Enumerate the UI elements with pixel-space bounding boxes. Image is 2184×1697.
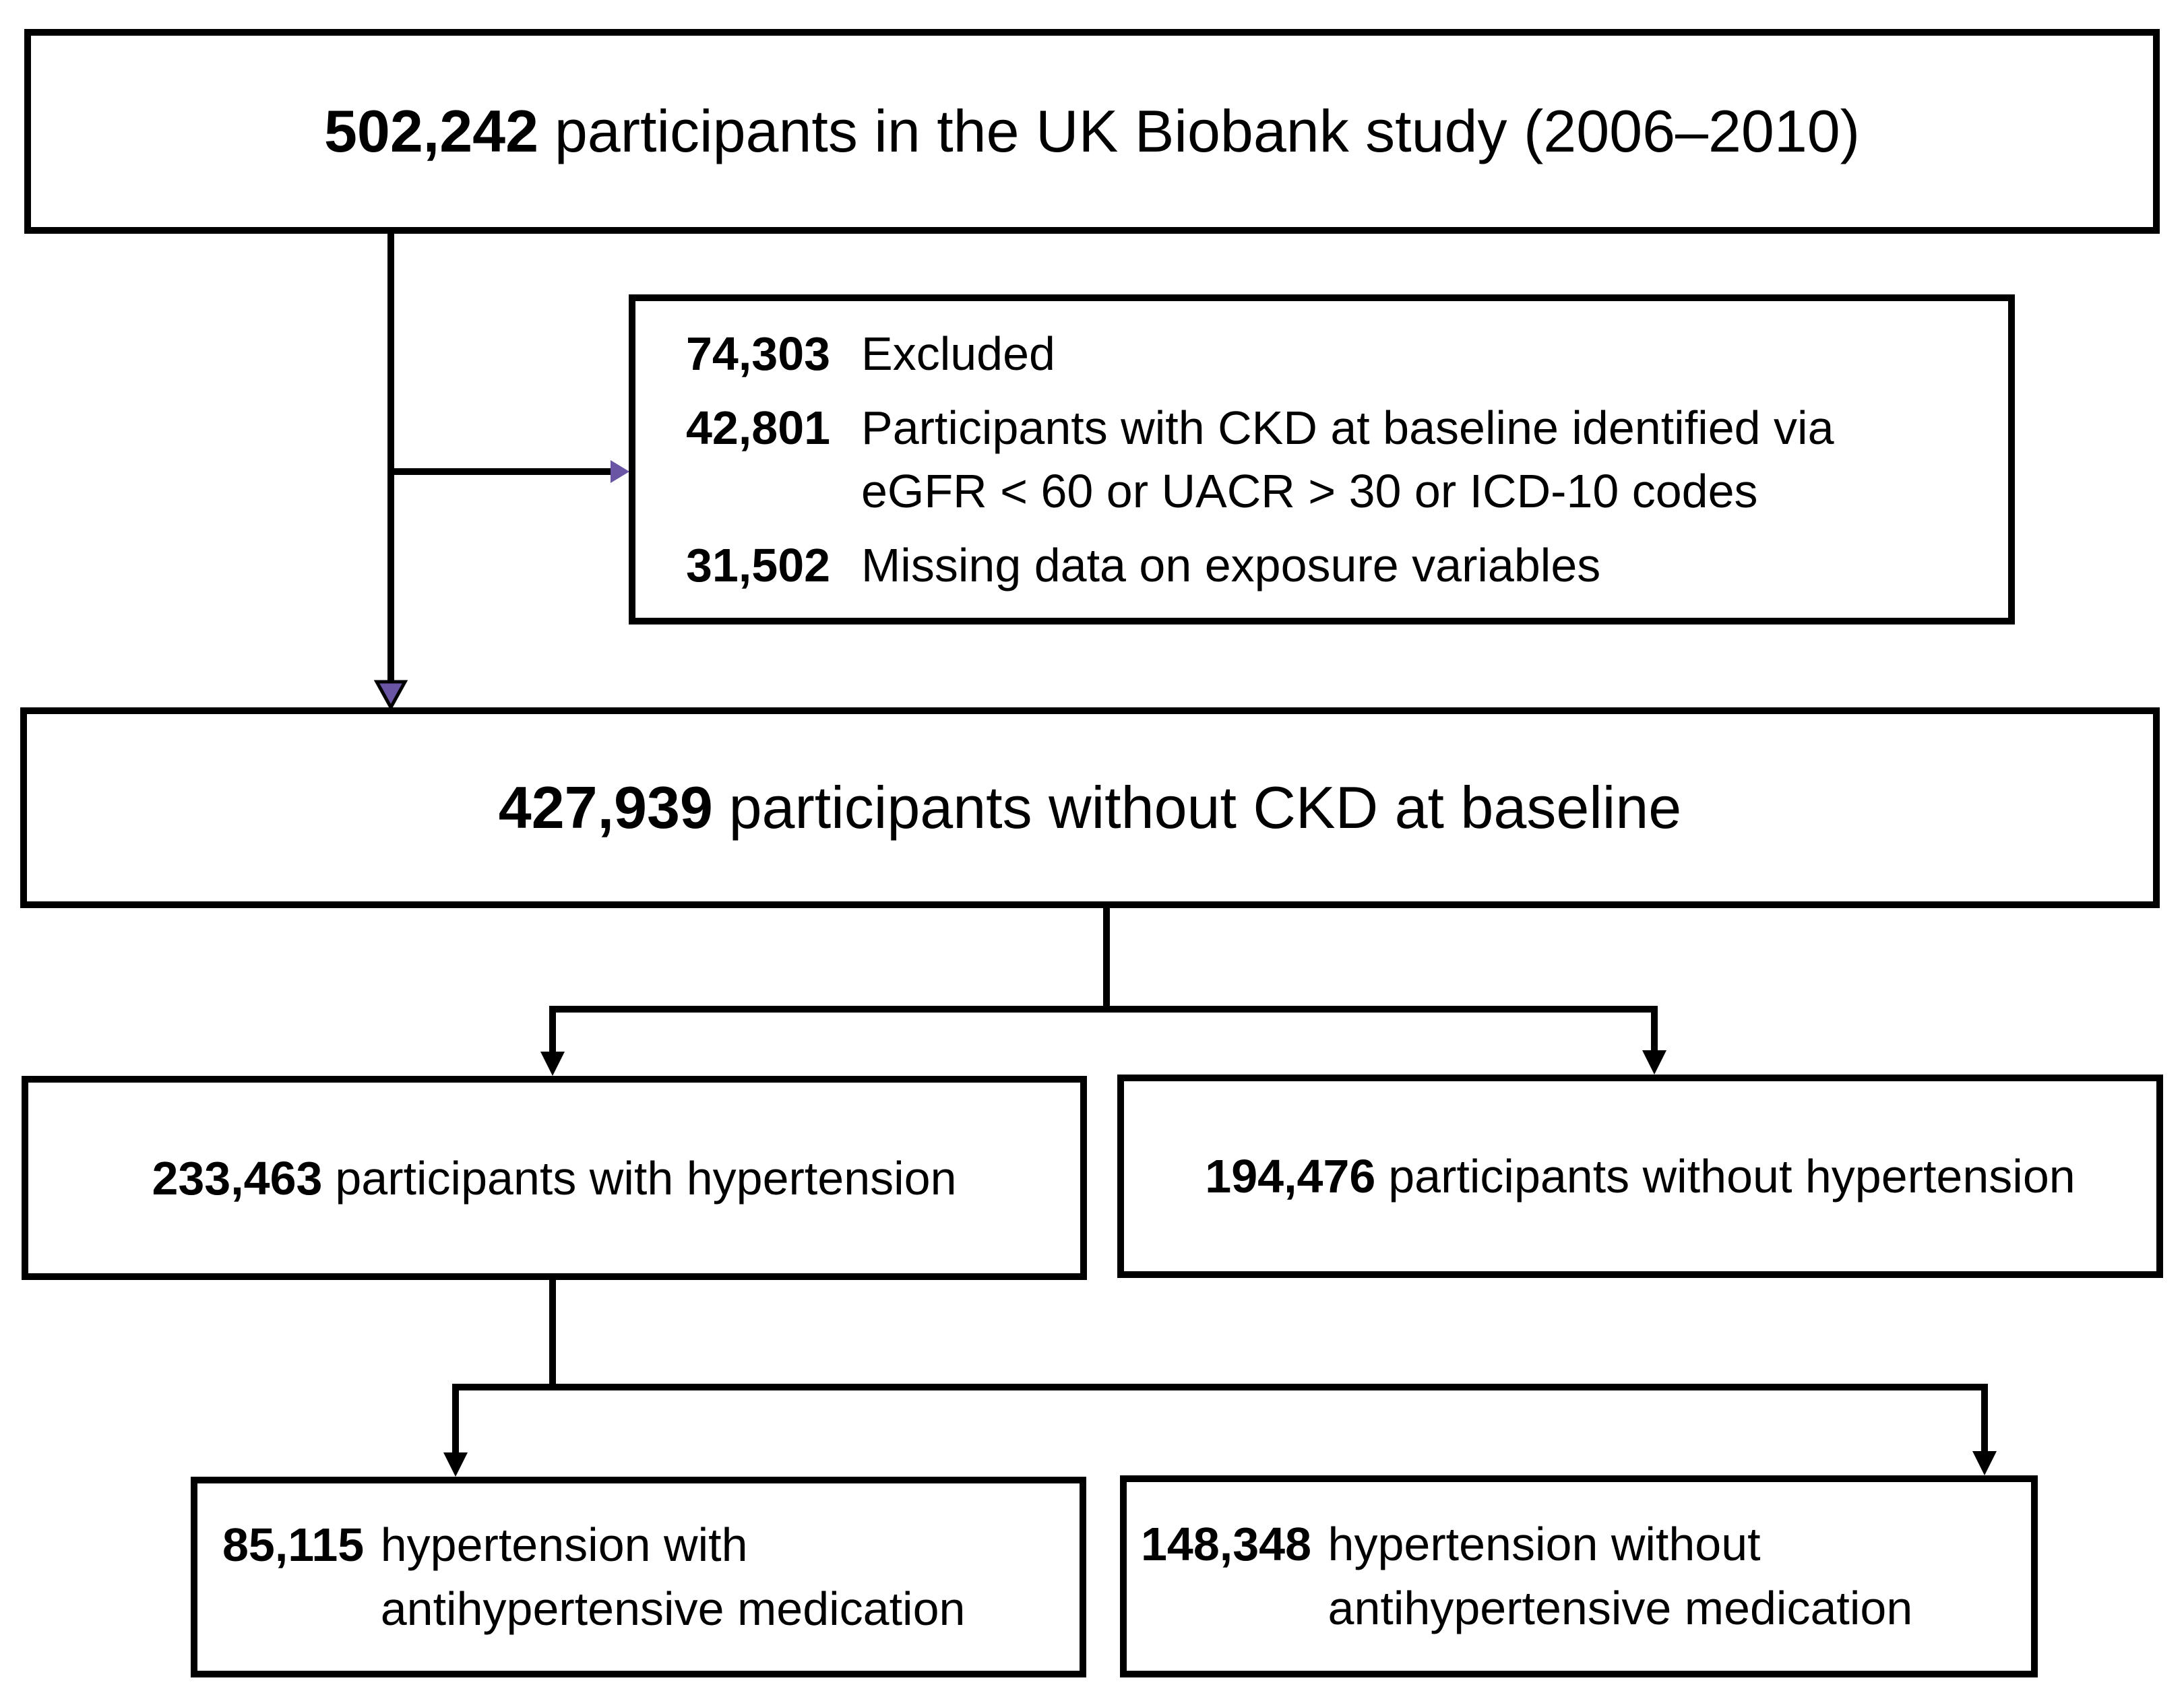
box-no-hypertension: 194,476 participants without hypertension — [1117, 1075, 2163, 1278]
excluded-row: 42,801 Participants with CKD at baseline… — [686, 396, 1981, 523]
box-hypertension: 233,463 participants with hypertension — [22, 1076, 1087, 1280]
hypertension-count: 233,463 — [152, 1151, 323, 1205]
excluded-label: Excluded — [861, 327, 1055, 380]
box-hypertension-with-medication: 85,115 hypertension with antihypertensive… — [191, 1477, 1086, 1677]
box-med-text: 85,115 hypertension with antihypertensive… — [222, 1513, 965, 1641]
nomed-label: hypertension without antihypertensive me… — [1328, 1518, 1913, 1634]
excluded-missing-label: Missing data on exposure variables — [861, 539, 1601, 591]
box-total-text: 502,242 participants in the UK Biobank st… — [324, 97, 1860, 166]
box-no-hypertension-text: 194,476 participants without hypertension — [1205, 1149, 2075, 1203]
med-count: 85,115 — [222, 1518, 365, 1571]
no-ckd-label: participants without CKD at baseline — [728, 774, 1682, 841]
excluded-ckd-count: 42,801 — [686, 402, 831, 454]
arrowhead-into-nockd — [373, 680, 408, 711]
arrowhead-into-nomed — [1972, 1451, 1997, 1475]
total-label: participants in the UK Biobank study (20… — [554, 98, 1861, 164]
excluded-row: 31,502 Missing data on exposure variable… — [686, 534, 1981, 597]
box-total-participants: 502,242 participants in the UK Biobank st… — [24, 29, 2160, 234]
arrowhead-into-excluded — [611, 460, 629, 483]
no-hypertension-label: participants without hypertension — [1388, 1150, 2076, 1203]
arrowhead-into-htn — [540, 1052, 565, 1076]
box-hypertension-without-medication: 148,348 hypertension without antihyperten… — [1120, 1475, 2038, 1677]
box-excluded: 74,303 Excluded 42,801 Participants with… — [629, 294, 2015, 625]
box-hypertension-text: 233,463 participants with hypertension — [152, 1151, 956, 1205]
total-count: 502,242 — [323, 98, 539, 164]
excluded-row: 74,303 Excluded — [686, 322, 1981, 385]
box-no-ckd-text: 427,939 participants without CKD at basel… — [499, 773, 1682, 842]
med-label: hypertension with antihypertensive medic… — [380, 1518, 966, 1635]
box-no-ckd: 427,939 participants without CKD at basel… — [20, 707, 2160, 908]
box-nomed-text: 148,348 hypertension without antihyperten… — [1141, 1512, 1912, 1640]
excluded-missing-count: 31,502 — [686, 539, 831, 591]
no-ckd-count: 427,939 — [498, 774, 713, 841]
arrowhead-into-nohtn — [1642, 1050, 1666, 1075]
excluded-ckd-label: Participants with CKD at baseline identi… — [861, 402, 1834, 517]
arrowhead-into-med — [443, 1452, 468, 1477]
nomed-count: 148,348 — [1141, 1518, 1312, 1570]
excluded-count: 74,303 — [686, 327, 831, 380]
hypertension-label: participants with hypertension — [335, 1151, 957, 1205]
no-hypertension-count: 194,476 — [1205, 1150, 1376, 1203]
